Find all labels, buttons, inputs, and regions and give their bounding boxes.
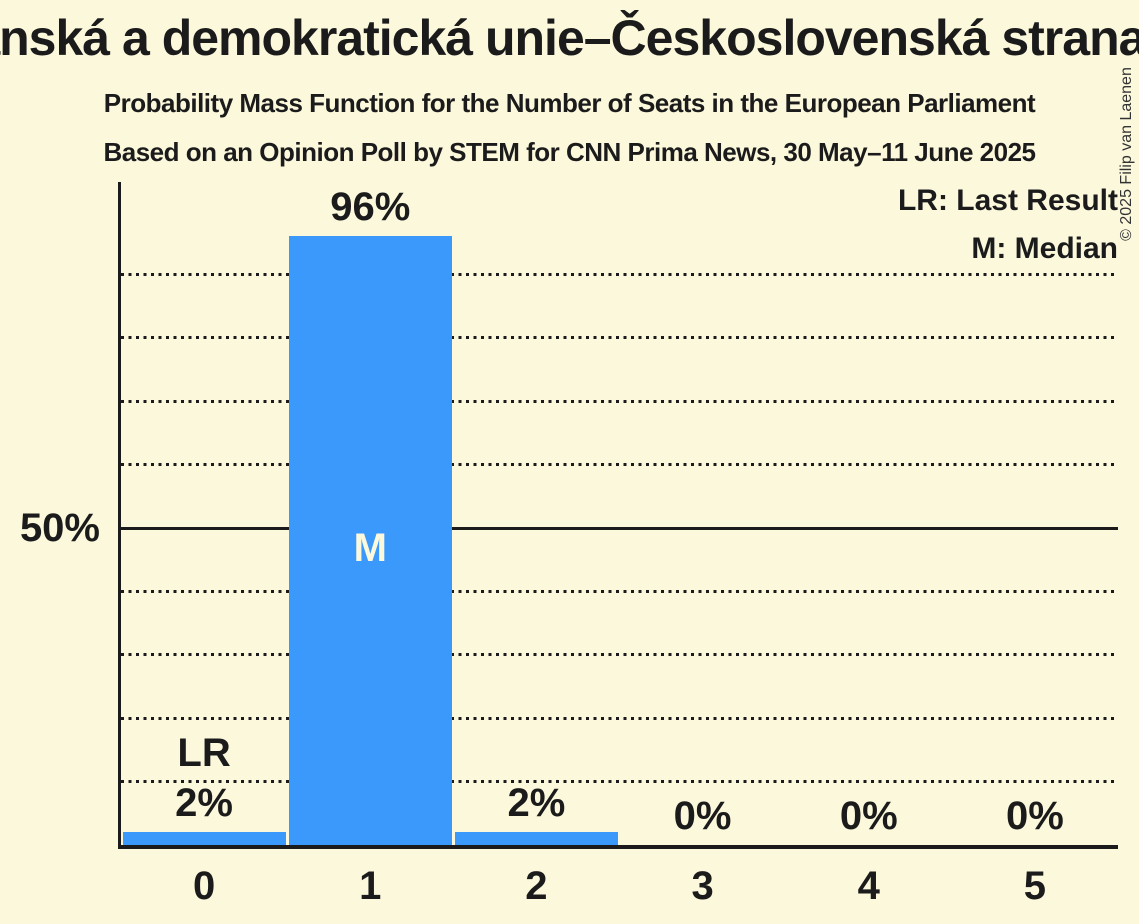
bar-group-0-seats: LR 2% [121, 183, 287, 845]
bar-group-2-seats: 2% [453, 183, 619, 845]
bar-group-1-seat: 96% M [287, 183, 453, 845]
bar-value-label: 96% [330, 185, 411, 230]
legend-median: M: Median [971, 232, 1118, 265]
bar [122, 832, 286, 845]
gridline-dotted [121, 589, 1118, 593]
gridline-dotted [121, 272, 1118, 276]
plot-area: LR 2% 96% M 2% 0% 0% 0% [121, 183, 1118, 845]
gridline-50-solid [121, 526, 1118, 530]
bar-value-label: 0% [1006, 794, 1064, 838]
x-axis-tick-0: 0 [192, 864, 216, 908]
last-result-marker: LR [177, 731, 231, 776]
x-axis-tick-2: 2 [525, 864, 548, 908]
bar-group-5-seats: 0% [952, 183, 1118, 845]
bar-value-label: 2% [507, 781, 566, 826]
bar-group-3-seats: 0% [620, 183, 786, 845]
x-axis-tick-5: 5 [1023, 864, 1047, 908]
gridline-dotted [121, 463, 1118, 467]
x-axis-tick-1: 1 [359, 864, 382, 908]
median-marker: M [353, 526, 387, 570]
gridline-dotted [121, 780, 1118, 784]
bar-value-label: 0% [673, 794, 732, 838]
x-axis-tick-3: 3 [691, 864, 714, 908]
legend-last-result: LR: Last Result [897, 184, 1118, 217]
x-axis-line [118, 845, 1118, 849]
gridline-dotted [121, 336, 1118, 340]
bar: M [288, 236, 452, 845]
gridline-dotted [121, 399, 1118, 403]
y-axis-line [118, 182, 121, 849]
chart-subtitle: Probability Mass Function for the Number… [103, 88, 1036, 118]
bar-group-4-seats: 0% [786, 183, 952, 845]
bar-value-label: 0% [839, 794, 898, 838]
bar-value-label: 2% [175, 781, 233, 826]
chart-title: Křesťanská a demokratická unie–Českoslov… [0, 10, 1139, 66]
gridline-dotted [121, 716, 1118, 720]
bar [454, 832, 618, 845]
x-axis-tick-4: 4 [857, 864, 880, 908]
copyright-notice: © 2025 Filip van Laenen [1118, 67, 1135, 241]
y-axis-tick-50: 50% [19, 506, 100, 550]
chart-poll-info: Based on an Opinion Poll by STEM for CNN… [103, 137, 1036, 167]
gridline-dotted [121, 653, 1118, 657]
